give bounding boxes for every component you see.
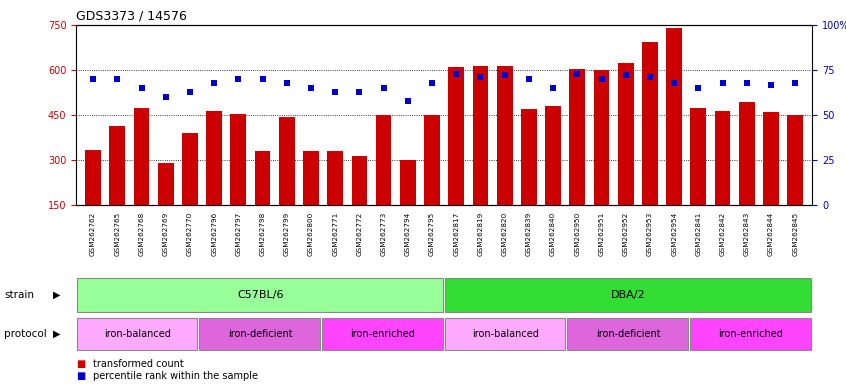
Point [328,89,342,95]
Point [498,73,512,79]
Bar [690,318,810,350]
Bar [497,66,513,205]
Point [426,79,439,86]
Text: iron-enriched: iron-enriched [718,329,783,339]
Bar [424,115,440,205]
Bar [788,115,803,205]
Bar [667,28,682,205]
Bar [230,114,246,205]
Bar [303,151,319,205]
Point [353,89,366,95]
Point [86,76,100,82]
Text: GDS3373 / 14576: GDS3373 / 14576 [76,10,187,23]
Bar [594,70,609,205]
Bar [255,151,271,205]
Text: percentile rank within the sample: percentile rank within the sample [93,371,258,381]
Point [376,85,390,91]
Point [255,76,269,82]
Point [595,76,608,82]
Bar [322,318,442,350]
Bar [642,41,658,205]
Text: transformed count: transformed count [93,359,184,369]
Bar [521,109,536,205]
Bar [327,151,343,205]
Point [111,76,124,82]
Point [207,79,221,86]
Bar [200,318,320,350]
Bar [400,161,415,205]
Bar [134,108,150,205]
Point [764,81,777,88]
Point [740,79,754,86]
Bar [376,115,392,205]
Bar [448,67,464,205]
Bar [545,106,561,205]
Point [667,79,681,86]
Bar [715,111,730,205]
Text: C57BL/6: C57BL/6 [237,290,283,300]
Bar [77,278,442,311]
Bar [77,318,197,350]
Bar [279,117,294,205]
Bar [445,318,565,350]
Text: iron-enriched: iron-enriched [350,329,415,339]
Text: iron-deficient: iron-deficient [228,329,293,339]
Point [547,85,560,91]
Point [619,73,633,79]
Point [788,79,802,86]
Point [449,71,463,77]
Bar [182,133,198,205]
Point [643,74,656,80]
Bar [763,112,779,205]
Point [305,85,318,91]
Bar [109,126,125,205]
Bar [352,156,367,205]
Bar [85,150,101,205]
Bar [690,108,706,205]
Text: iron-balanced: iron-balanced [472,329,539,339]
Text: ▶: ▶ [53,290,61,300]
Bar [569,69,585,205]
Point [691,85,705,91]
Point [159,94,173,100]
Point [474,74,487,80]
Point [401,98,415,104]
Text: iron-deficient: iron-deficient [596,329,661,339]
Text: ▶: ▶ [53,329,61,339]
Text: DBA/2: DBA/2 [611,290,645,300]
Text: protocol: protocol [4,329,47,339]
Text: ■: ■ [76,371,85,381]
Bar [618,63,634,205]
Text: ■: ■ [76,359,85,369]
Bar [445,278,810,311]
Point [280,79,294,86]
Text: strain: strain [4,290,34,300]
Point [135,85,148,91]
Bar [158,163,173,205]
Bar [568,318,688,350]
Point [522,76,536,82]
Point [716,79,729,86]
Bar [739,102,755,205]
Bar [206,111,222,205]
Point [184,89,197,95]
Point [570,71,584,77]
Bar [473,66,488,205]
Text: iron-balanced: iron-balanced [104,329,171,339]
Point [232,76,245,82]
